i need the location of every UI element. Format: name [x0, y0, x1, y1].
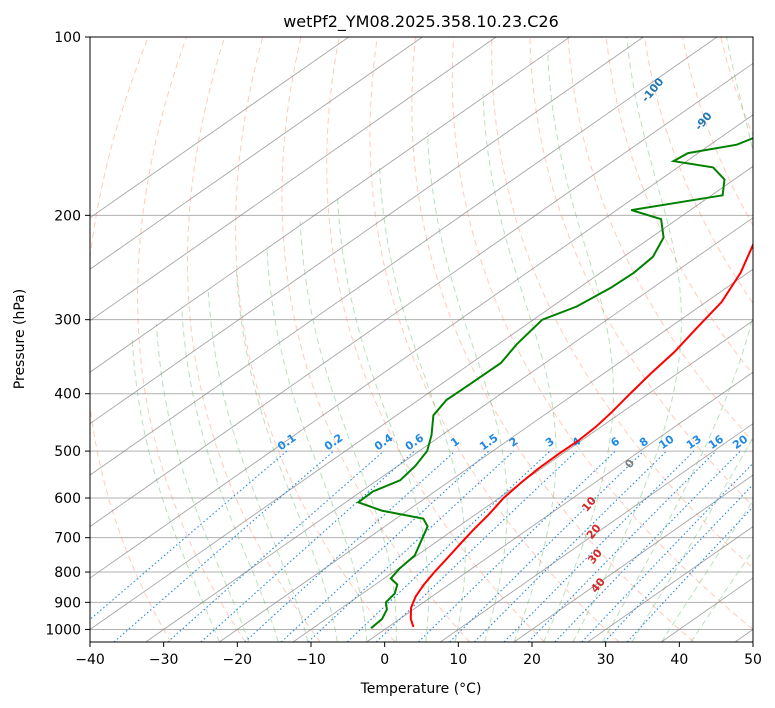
isotherm — [219, 268, 753, 642]
dry-adiabat — [451, 37, 753, 631]
x-tick-label: 20 — [523, 652, 541, 668]
y-tick-label: 400 — [54, 387, 81, 403]
mixing-ratio-line — [113, 450, 335, 642]
moist-adiabat — [235, 267, 338, 642]
moist-adiabat — [572, 37, 682, 642]
moist-adiabat — [131, 340, 220, 642]
dry-adiabat — [369, 37, 620, 642]
moist-adiabat — [379, 165, 466, 642]
moist-adiabats — [131, 37, 753, 642]
y-tick-label: 100 — [54, 30, 81, 46]
isotherm — [587, 525, 753, 642]
moist-adiabat — [602, 37, 753, 642]
mixing-ratio-line — [200, 450, 415, 642]
x-axis-ticks: −40 −30 −20 −10 0 10 20 30 40 50 — [75, 642, 762, 668]
x-tick-label: 10 — [449, 652, 467, 668]
dry-adiabat — [281, 37, 471, 642]
x-tick-label: −30 — [149, 652, 179, 668]
mixing-ratio-line — [503, 450, 695, 642]
x-tick-label: 0 — [380, 652, 389, 668]
isotherm — [440, 423, 753, 642]
isotherms — [90, 37, 753, 642]
y-tick-label: 300 — [54, 313, 81, 329]
dry-adiabat — [326, 37, 545, 642]
mixing-ratio-line — [581, 462, 753, 642]
y-tick-label: 900 — [54, 595, 81, 611]
y-tick-label: 1000 — [45, 622, 81, 638]
mixing-ratio-line — [473, 450, 667, 642]
x-tick-label: 50 — [744, 652, 762, 668]
moist-adiabat — [660, 499, 753, 642]
mixing-ratio-line — [375, 450, 577, 642]
isotherm — [145, 217, 753, 642]
y-tick-label: 700 — [54, 531, 81, 547]
x-tick-label: 30 — [597, 652, 615, 668]
moist-adiabat — [299, 221, 397, 642]
dry-adiabat — [186, 37, 321, 642]
dry-adiabat — [567, 37, 753, 443]
mixing-ratio-lines — [90, 450, 753, 642]
x-axis-label: Temperature (°C) — [360, 681, 482, 697]
isotherm — [292, 320, 753, 642]
isotherm — [90, 37, 718, 476]
chart-title: wetPf2_YM08.2025.358.10.23.C26 — [283, 12, 559, 32]
x-tick-label: −10 — [296, 652, 326, 668]
mixing-ratio-line — [603, 483, 753, 642]
temperature-profile — [409, 242, 753, 628]
y-tick-label: 800 — [54, 565, 81, 581]
y-tick-label: 600 — [54, 491, 81, 507]
moist-adiabat — [482, 94, 557, 642]
isotherm — [90, 37, 497, 322]
mixing-ratio-line — [527, 450, 717, 642]
isotherm — [513, 474, 753, 642]
isotherm — [90, 37, 423, 270]
mixing-ratio-line — [307, 450, 515, 642]
plot-area: -100-90-80-70-60-50-40-30-20-100 1020304… — [90, 37, 753, 642]
isotherm — [90, 165, 753, 631]
isotherm — [90, 37, 644, 425]
mixing-ratio-line — [449, 450, 645, 642]
moist-adiabat — [427, 132, 508, 642]
pressure-gridlines — [90, 37, 753, 630]
mixing-ratio-line — [554, 450, 741, 642]
moist-adiabat — [690, 549, 753, 642]
dry-adiabat — [491, 37, 753, 569]
isotherm — [90, 37, 349, 219]
moist-adiabat — [631, 436, 753, 642]
mixing-ratio-line — [347, 450, 551, 642]
y-tick-label: 500 — [54, 444, 81, 460]
isotherm — [90, 62, 753, 528]
y-axis-label: Pressure (hPa) — [12, 289, 28, 389]
x-tick-label: −20 — [223, 652, 253, 668]
moist-adiabat — [543, 49, 614, 642]
x-tick-label: 40 — [670, 652, 688, 668]
x-tick-label: −40 — [75, 652, 105, 668]
y-axis-ticks: 100 200 300 400 500 600 700 800 900 1000 — [45, 30, 90, 638]
moist-adiabat — [266, 245, 368, 642]
y-tick-label: 200 — [54, 208, 81, 224]
plot-frame — [89, 36, 754, 643]
isotherm — [366, 371, 753, 642]
moist-adiabat — [207, 287, 309, 642]
isotherm — [90, 37, 570, 373]
isotherm — [90, 114, 753, 579]
dry-adiabat — [137, 37, 247, 642]
dewpoint-profile — [356, 137, 753, 629]
